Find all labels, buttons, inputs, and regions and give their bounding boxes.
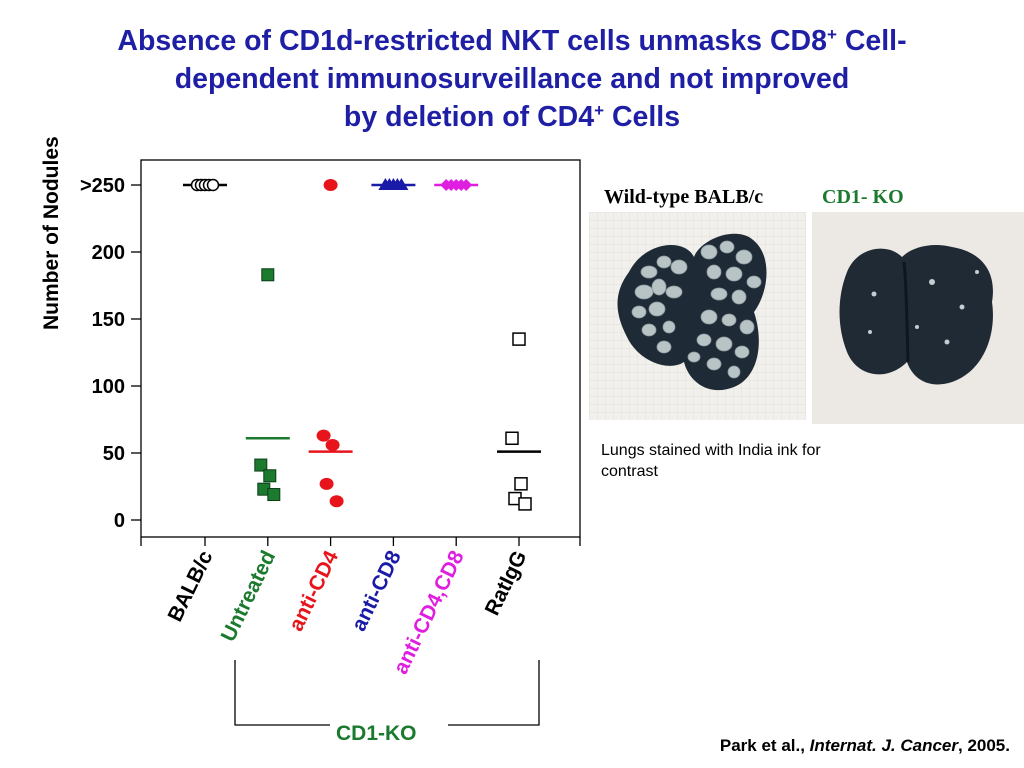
slide-title: Absence of CD1d-restricted NKT cells unm… [0, 22, 1024, 136]
y-tick-label: 100 [92, 376, 125, 398]
y-tick-label: >250 [80, 175, 125, 197]
data-point [518, 497, 532, 511]
x-tick-label: anti-CD8 [347, 547, 406, 635]
data-point [329, 495, 344, 508]
data-point [514, 477, 528, 491]
x-axis-labels: BALB/c Untreated anti-CD4 anti-CD8anti-CD4,… [164, 547, 532, 678]
data-point [263, 469, 277, 483]
data-point [394, 178, 409, 190]
x-tick-label: anti-CD4 [285, 547, 344, 635]
title-line-2: dependent immunosurveillance and not imp… [174, 63, 850, 95]
knockout-lung-photo [812, 212, 1024, 424]
bracket-left [234, 660, 330, 726]
y-axis-title: Number of Nodules [40, 136, 63, 330]
bracket-right [448, 660, 540, 726]
data-point [267, 488, 281, 502]
data-point [512, 332, 526, 346]
y-tick-label: 0 [114, 510, 125, 532]
y-tick-label: 150 [92, 309, 125, 331]
plot-frame [140, 159, 581, 538]
chart-marks [183, 178, 541, 511]
data-point [261, 268, 275, 282]
wildtype-photo-caption: Wild-type BALB/c [604, 186, 764, 208]
y-tick-label: 200 [92, 242, 125, 264]
citation: Park et al., Internat. J. Cancer, 2005. [719, 736, 1010, 755]
photo-note: Lungs stained with India ink for contras… [601, 442, 821, 480]
cd1-ko-bracket [234, 660, 540, 726]
x-tick-label: RatIgG [481, 547, 532, 619]
data-point [325, 438, 340, 451]
x-tick-label: BALB/c [164, 547, 218, 626]
data-point [323, 179, 338, 191]
wildtype-lung-photo [589, 212, 806, 420]
knockout-photo-caption: CD1- KO [822, 186, 904, 208]
data-point [316, 429, 331, 442]
title-line-1: Absence of CD1d-restricted NKT cells unm… [117, 25, 907, 57]
data-point [505, 431, 519, 446]
group-bracket-label: CD1-KO [336, 722, 417, 745]
title-line-3: by deletion of CD4+ Cells [343, 101, 681, 133]
chart-axes: 0 50 100 150 200 >250 [80, 159, 581, 546]
x-tick-label: Untreated [217, 547, 281, 645]
data-point [254, 458, 268, 472]
data-point [206, 178, 220, 192]
data-point [460, 179, 473, 191]
y-tick-label: 50 [103, 443, 125, 465]
data-point [319, 477, 334, 490]
